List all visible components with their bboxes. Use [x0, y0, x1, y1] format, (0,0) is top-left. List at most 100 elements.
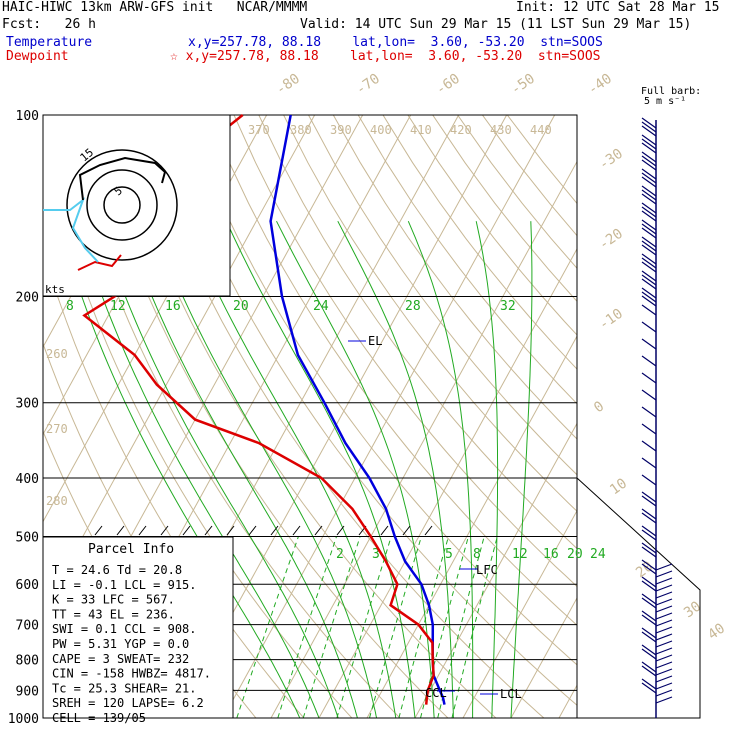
wind-barb: [641, 597, 657, 609]
thetae-label: 16: [165, 299, 181, 314]
wind-barb: [641, 134, 657, 146]
wind-barb: [641, 474, 657, 486]
wind-barb: [641, 244, 657, 256]
mixing-ratio-label: 20: [567, 547, 583, 562]
mixing-ratio-line: [336, 536, 392, 718]
parcel-info-box: [42, 536, 234, 719]
dry-adiabat-line: [84, 115, 449, 718]
isotherm-label: -30: [596, 146, 626, 174]
barb-note-line2: 5 m s⁻¹: [644, 96, 686, 107]
wind-barb: [641, 682, 657, 694]
wind-barb-lower: [655, 591, 673, 599]
wind-barb: [641, 210, 657, 222]
thetae-label: 8: [66, 299, 74, 314]
isotherm-line: [270, 160, 577, 718]
wind-barb: [641, 355, 657, 367]
dry-adiabat-line: [233, 115, 577, 588]
mixing-ratio-line: [302, 536, 361, 718]
wind-barb: [641, 648, 657, 660]
dry-adiabat-line: [308, 115, 577, 476]
dry-adiabat-line: [134, 115, 545, 718]
mixing-ratio-line: [451, 536, 498, 718]
wind-barb: [641, 189, 657, 201]
wind-barb: [641, 291, 657, 303]
wind-barb-lower: [655, 647, 673, 655]
wind-barb: [641, 665, 657, 677]
dry-adiabat-line: [382, 115, 577, 370]
wind-barb: [641, 295, 657, 307]
isotherm-label: 10: [607, 476, 630, 499]
wind-barb-lower: [655, 661, 673, 669]
annotation-el: EL: [368, 334, 382, 348]
mixing-ratio-label: 12: [512, 547, 528, 562]
pressure-label: 800: [16, 654, 39, 669]
isotherm-label: -20: [596, 226, 626, 254]
wind-barb: [641, 542, 657, 554]
hatch-mark: [248, 525, 257, 536]
hodograph-trace-upper: [78, 156, 167, 201]
pressure-label: 300: [16, 397, 39, 412]
wind-barb: [641, 240, 657, 252]
dry-adiabat-line: [457, 115, 577, 269]
theta-label: 400: [370, 123, 392, 137]
wind-barb-lower: [655, 570, 673, 578]
barb-note-line1: Full barb:: [641, 86, 701, 97]
wind-barb: [641, 593, 657, 605]
wind-barb-lower: [655, 577, 673, 585]
hatch-mark: [270, 525, 279, 536]
mixing-ratio-label: 3: [372, 547, 380, 562]
wind-barb: [641, 546, 657, 558]
hatch-mark: [182, 525, 191, 536]
isotherm-label: -70: [353, 71, 383, 99]
mixing-ratio-label: 16: [543, 547, 559, 562]
wind-barb: [641, 495, 657, 507]
mixing-ratio-line: [437, 536, 485, 718]
hatch-mark: [424, 525, 433, 536]
dewpoint-profile: [82, 114, 435, 705]
isotherm-label: -80: [273, 71, 303, 99]
forecast-hour: Fcst: 26 h: [2, 17, 96, 32]
isotherm-line: [43, 115, 316, 610]
wind-barb: [641, 257, 657, 269]
wind-barb-lower: [655, 612, 673, 620]
wind-barb: [641, 491, 657, 503]
isotherm-line: [462, 509, 577, 718]
dry-adiabat-line: [357, 115, 577, 405]
wind-barb: [641, 117, 657, 129]
moist-adiabat-line: [475, 221, 499, 718]
wind-barb: [641, 508, 657, 520]
wind-barb: [641, 223, 657, 235]
wind-barb-lower: [655, 689, 673, 697]
wind-barb-lower: [655, 696, 673, 704]
mixing-ratio-line: [277, 536, 337, 718]
wind-barb-lower: [655, 563, 673, 571]
wind-barb: [641, 580, 657, 592]
wind-barb: [641, 338, 657, 350]
parcel-info-row: SWI = 0.1 CCL = 908.: [52, 622, 197, 636]
wind-barb: [641, 151, 657, 163]
dry-adiabat-line: [506, 115, 577, 205]
wind-barb-lower: [655, 633, 673, 641]
wind-barb-lower: [655, 654, 673, 662]
wind-barb: [641, 287, 657, 299]
hatch-mark: [292, 525, 301, 536]
moist-adiabat-line: [184, 221, 397, 718]
mixing-ratio-label: 2: [336, 547, 344, 562]
init-time: Init: 12 UTC Sat 28 Mar 15: [516, 0, 720, 15]
isotherm-label: -50: [508, 71, 538, 99]
annotation-lcl: LCL: [500, 687, 522, 701]
wind-barb: [641, 644, 657, 656]
surface-frame: [576, 477, 701, 719]
wind-barb: [641, 168, 657, 180]
wind-barb: [641, 512, 657, 524]
parcel-info-row: Tc = 25.3 SHEAR= 21.: [52, 681, 197, 695]
hodograph-ring: [66, 149, 178, 261]
header: HAIC-HIWC 13km ARW-GFS init NCAR/MMMM In…: [0, 0, 740, 70]
isotherm-label: 40: [705, 621, 728, 644]
moist-adiabat-line: [150, 221, 378, 718]
temperature-legend-label: Temperature: [6, 35, 93, 50]
pressure-label: 100: [16, 109, 39, 124]
wind-barb: [641, 614, 657, 626]
wind-barb: [641, 270, 657, 282]
